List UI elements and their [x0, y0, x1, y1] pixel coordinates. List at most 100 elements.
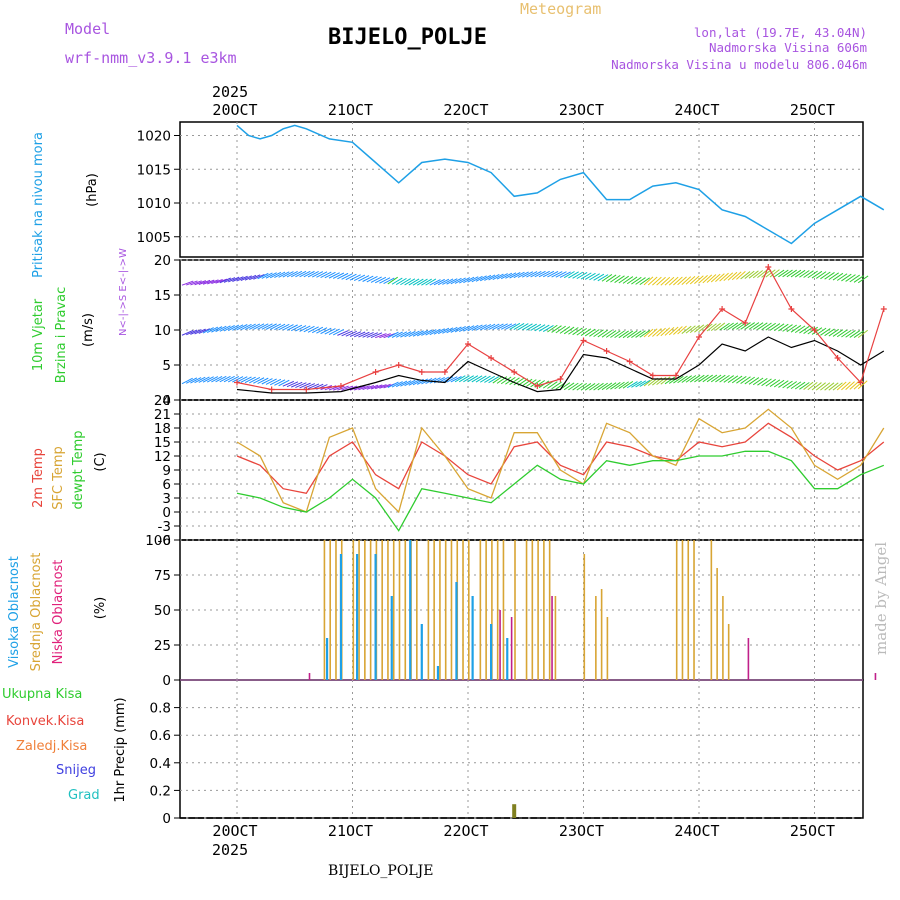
- top-xtick-label: 22OCT: [443, 101, 488, 119]
- legend-freezing-rain: Zaledj.Kisa: [16, 739, 87, 754]
- cloud-bar: [308, 673, 311, 680]
- wind-barb: [345, 273, 357, 281]
- y-tick-label: 6: [162, 477, 171, 493]
- wind-barb: [181, 280, 194, 286]
- wind-gust-marker: [418, 369, 425, 375]
- top-xtick-label: 25OCT: [790, 101, 835, 119]
- wind-barb: [475, 375, 487, 383]
- wind-barb: [643, 328, 654, 338]
- cloud-bar: [356, 554, 359, 680]
- wind-barb: [261, 378, 273, 385]
- wind-barb: [324, 328, 336, 335]
- wind-barb: [715, 273, 725, 282]
- bottom-xtick-label: 25OCT: [790, 822, 835, 840]
- wind-barb: [265, 323, 277, 330]
- wind-barb: [828, 382, 839, 391]
- wind-barb: [605, 330, 617, 338]
- wind-gust-marker: [672, 372, 679, 379]
- wind-barb: [442, 327, 454, 334]
- wind-barb: [576, 382, 587, 391]
- wind-barb: [769, 323, 781, 331]
- wind-barb: [593, 382, 604, 391]
- wind-barb: [211, 326, 223, 333]
- wind-barb: [803, 381, 814, 390]
- y-tick-label: 0.6: [150, 728, 171, 744]
- cloud-bar: [727, 624, 730, 680]
- wind-barb: [299, 270, 311, 278]
- cloud-bar: [525, 540, 528, 680]
- wind-panel-label: 10m Vjetar: [31, 298, 46, 371]
- cloud-bar: [681, 540, 684, 680]
- cloud-bar: [506, 638, 509, 680]
- wind-barb: [635, 330, 646, 338]
- wind-barb: [593, 329, 604, 338]
- y-tick-label: 0: [162, 505, 171, 521]
- cloud-bar: [510, 617, 513, 680]
- wind-barb: [450, 277, 462, 285]
- wind-barb: [341, 385, 354, 391]
- wind-barb: [799, 270, 810, 278]
- wind-barb: [253, 377, 265, 384]
- wind-barb: [337, 272, 349, 280]
- cloud-bar: [352, 540, 355, 680]
- cloud-bar: [693, 540, 695, 680]
- wind-barb: [408, 278, 420, 286]
- wind-barb: [366, 276, 378, 283]
- wind-barb: [500, 376, 512, 385]
- cloud-bar: [600, 589, 603, 680]
- y-tick-label: 0: [162, 393, 171, 409]
- cloud-bar: [874, 673, 877, 680]
- wind-barb: [219, 325, 231, 332]
- wind-barb: [832, 382, 843, 391]
- wind-barb: [597, 329, 608, 338]
- wind-barb: [605, 382, 617, 390]
- wind-barb: [274, 271, 286, 278]
- wind-barb: [391, 331, 403, 338]
- wind-barb: [185, 377, 198, 384]
- wind-barb: [584, 383, 596, 391]
- wind-barb: [673, 326, 683, 335]
- wind-barb: [223, 324, 235, 332]
- wind-barbs: [181, 269, 869, 391]
- wind-barb: [547, 381, 558, 389]
- wind-barb: [748, 270, 759, 279]
- wind-barb: [597, 382, 608, 391]
- wind-barb: [408, 330, 420, 338]
- wind-barb: [484, 375, 495, 383]
- wind-barb: [370, 332, 383, 339]
- wind-gust-marker: [626, 358, 633, 365]
- wind-barb: [668, 326, 679, 336]
- wind-barb: [248, 274, 261, 281]
- wind-barb: [589, 273, 600, 281]
- wind-barb: [681, 375, 692, 383]
- wind-barb: [186, 280, 198, 286]
- pressure-line: [236, 124, 885, 245]
- meteogram-label: Meteogram: [520, 0, 601, 18]
- wind-barb: [353, 331, 366, 338]
- wind-barb: [526, 271, 538, 278]
- wind-barb: [677, 276, 687, 286]
- y-tick-label: 1015: [137, 162, 171, 178]
- wind-barb: [354, 385, 366, 391]
- wind-barb: [845, 274, 856, 282]
- wind-barb: [765, 322, 776, 331]
- watermark: made by Angel: [872, 542, 890, 655]
- cloud-bar: [409, 540, 412, 680]
- wind-barb: [694, 324, 705, 333]
- wind-barb: [794, 269, 806, 278]
- wind-barb: [408, 379, 420, 386]
- y-tick-label: 100: [145, 533, 171, 549]
- wind-barb: [223, 375, 235, 383]
- wind-barb: [400, 331, 412, 338]
- wind-barb: [303, 383, 315, 389]
- wind-barb: [673, 375, 684, 384]
- wind-barb: [542, 270, 555, 278]
- wind-barb: [807, 270, 818, 279]
- wind-barb: [618, 330, 629, 339]
- wind-barb: [652, 276, 662, 286]
- wind-barb: [572, 382, 583, 391]
- cloud-bar: [583, 554, 586, 680]
- wind-barb: [215, 278, 228, 284]
- wind-barb: [677, 325, 687, 335]
- wind-barb: [311, 326, 324, 334]
